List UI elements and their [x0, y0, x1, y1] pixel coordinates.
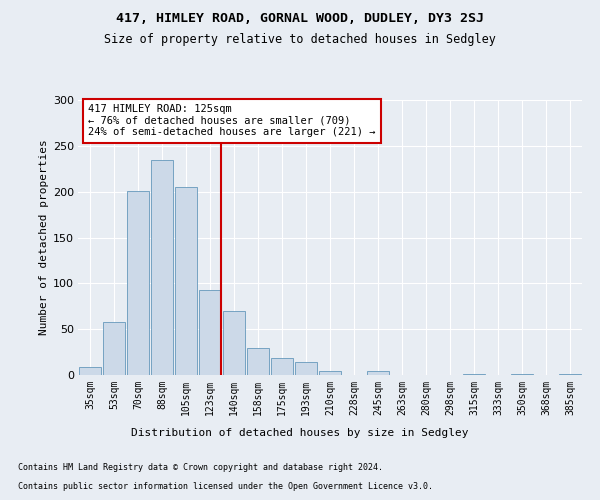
- Bar: [559, 374, 581, 375]
- Bar: [463, 374, 485, 375]
- Bar: [199, 290, 221, 375]
- Text: Distribution of detached houses by size in Sedgley: Distribution of detached houses by size …: [131, 428, 469, 438]
- Text: Contains public sector information licensed under the Open Government Licence v3: Contains public sector information licen…: [18, 482, 433, 491]
- Bar: [175, 187, 197, 375]
- Bar: [271, 358, 293, 375]
- Bar: [367, 372, 389, 375]
- Bar: [511, 374, 533, 375]
- Bar: [79, 367, 101, 375]
- Text: Size of property relative to detached houses in Sedgley: Size of property relative to detached ho…: [104, 32, 496, 46]
- Bar: [247, 348, 269, 375]
- Bar: [319, 372, 341, 375]
- Bar: [223, 311, 245, 375]
- Bar: [127, 190, 149, 375]
- Bar: [295, 362, 317, 375]
- Text: 417 HIMLEY ROAD: 125sqm
← 76% of detached houses are smaller (709)
24% of semi-d: 417 HIMLEY ROAD: 125sqm ← 76% of detache…: [88, 104, 376, 138]
- Bar: [151, 160, 173, 375]
- Bar: [103, 322, 125, 375]
- Y-axis label: Number of detached properties: Number of detached properties: [38, 140, 49, 336]
- Text: 417, HIMLEY ROAD, GORNAL WOOD, DUDLEY, DY3 2SJ: 417, HIMLEY ROAD, GORNAL WOOD, DUDLEY, D…: [116, 12, 484, 26]
- Text: Contains HM Land Registry data © Crown copyright and database right 2024.: Contains HM Land Registry data © Crown c…: [18, 464, 383, 472]
